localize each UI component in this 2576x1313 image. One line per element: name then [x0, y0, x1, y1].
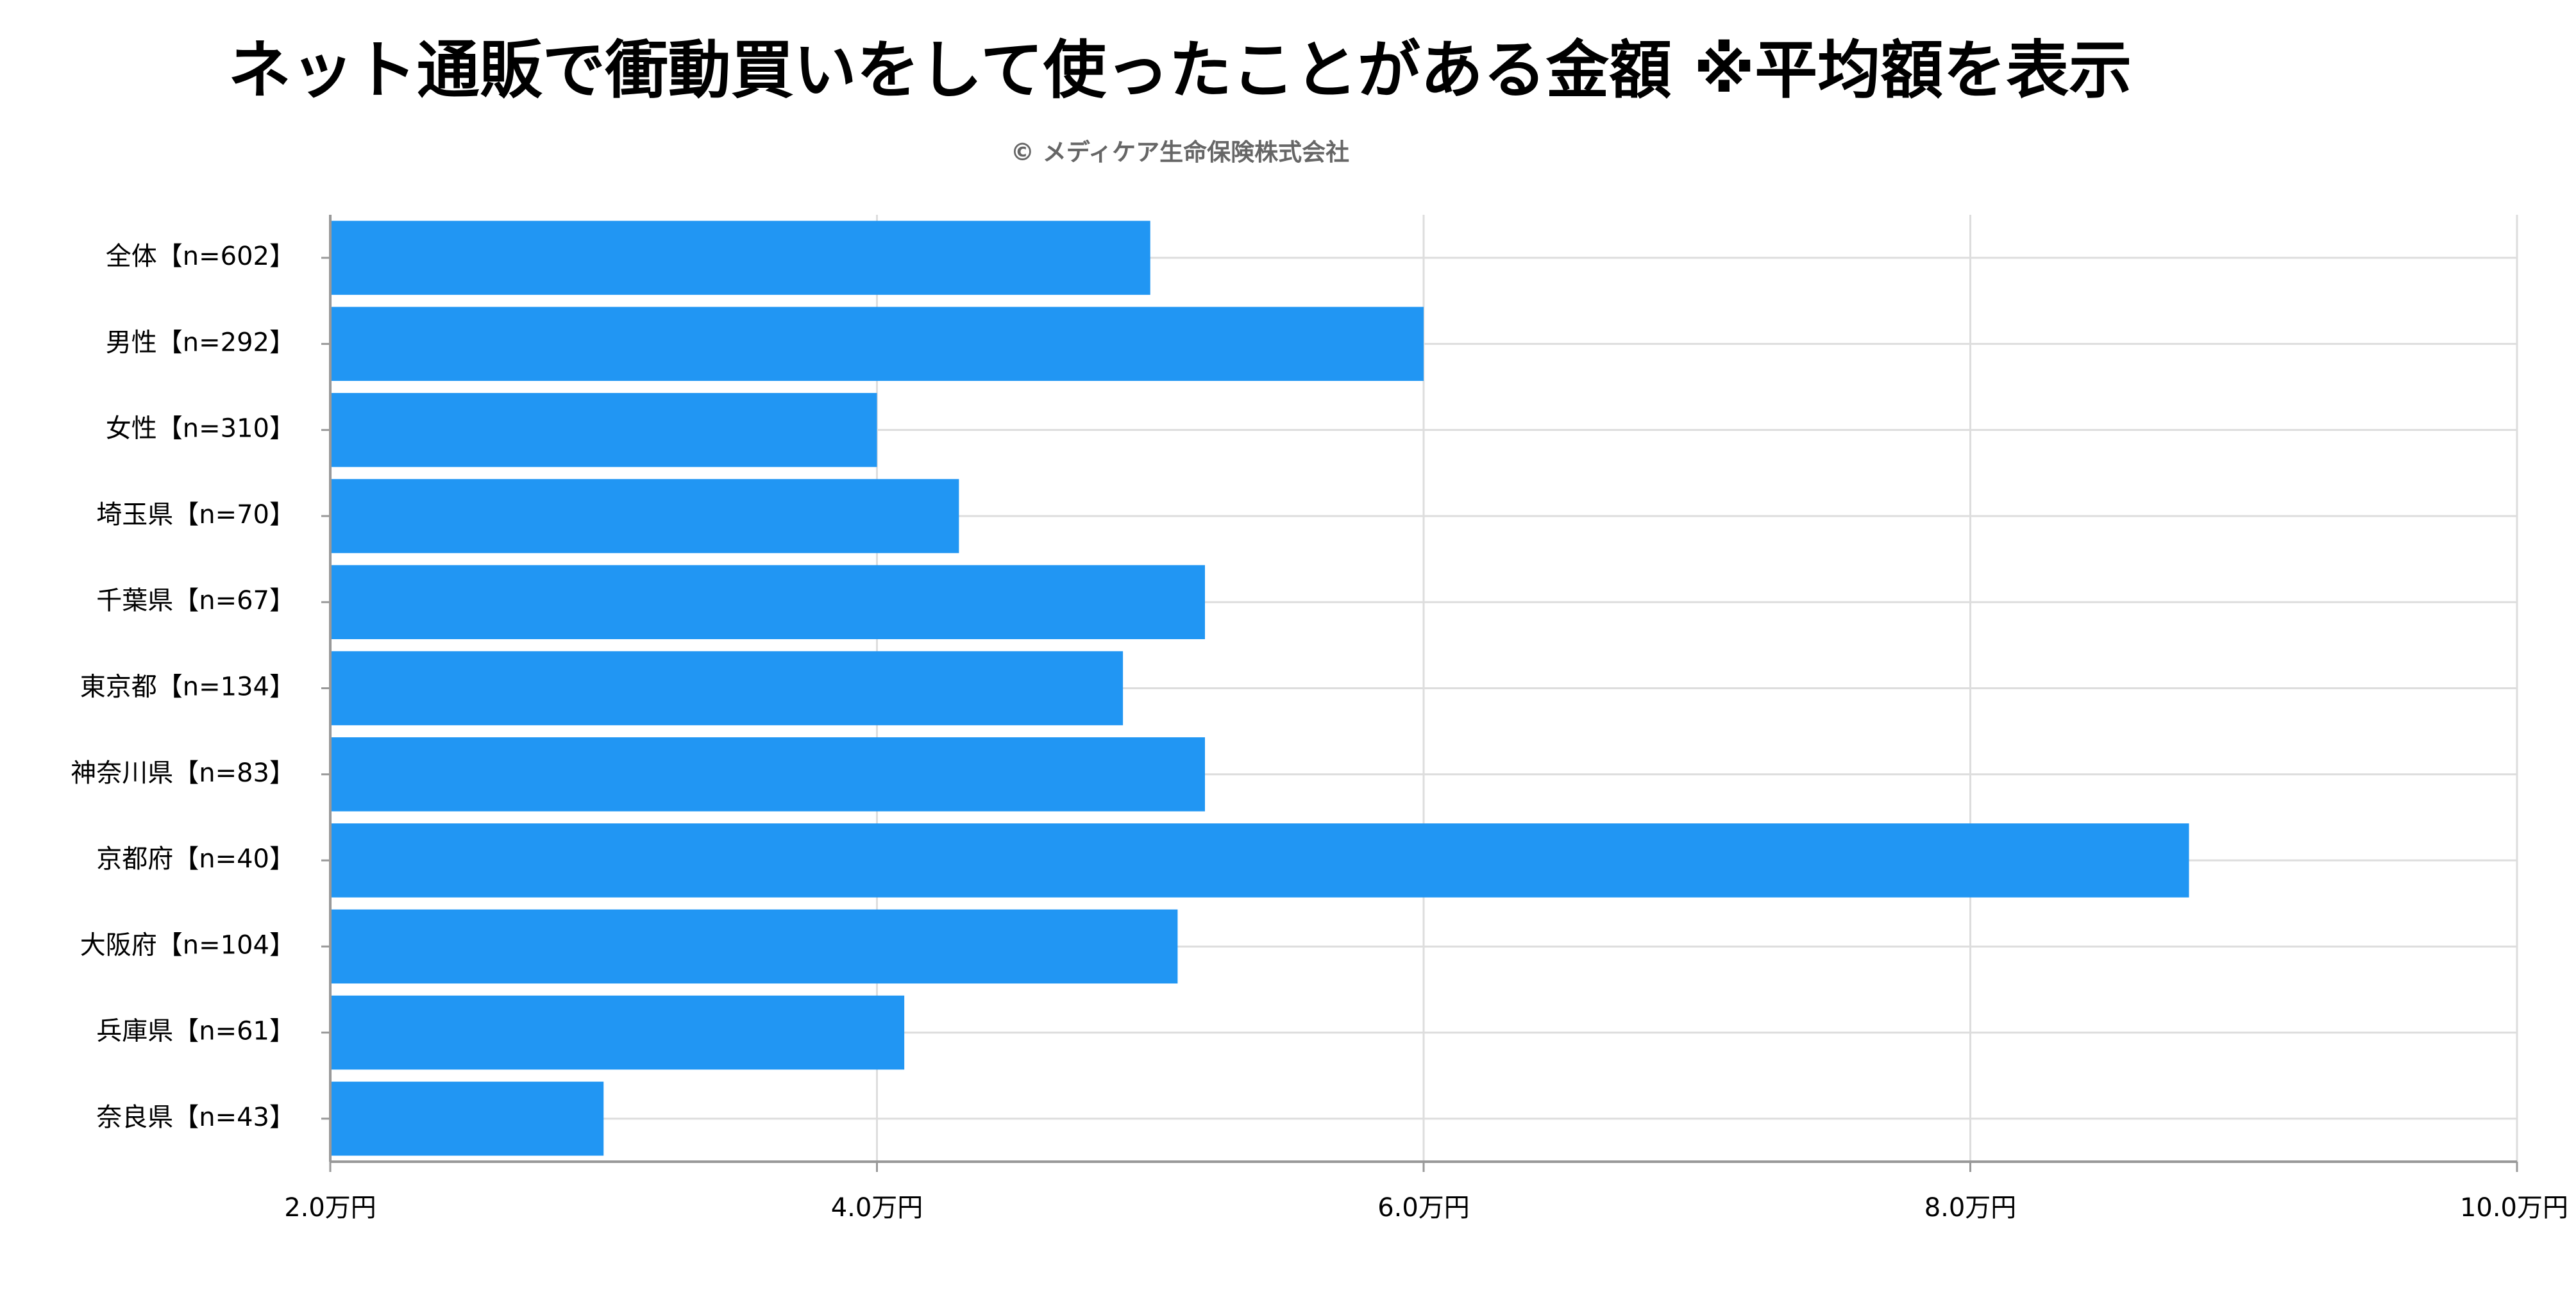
- category-label: 大阪府【n=104】: [80, 930, 295, 960]
- category-label: 神奈川県【n=83】: [71, 758, 295, 788]
- bars: [330, 221, 2189, 1156]
- x-tick-label: 6.0万円: [1377, 1193, 1470, 1223]
- x-tick-label: 10.0万円: [2460, 1193, 2568, 1223]
- x-tick-label: 2.0万円: [284, 1193, 376, 1223]
- category-label: 女性【n=310】: [106, 414, 295, 444]
- x-tick-label: 8.0万円: [1924, 1193, 2017, 1223]
- bar: [330, 909, 1178, 984]
- bar: [330, 651, 1124, 726]
- bar: [330, 1082, 604, 1156]
- axes: [321, 215, 2518, 1172]
- bar: [330, 479, 959, 553]
- x-tick-labels: 2.0万円 4.0万円 6.0万円 8.0万円 10.0万円: [284, 1193, 2568, 1223]
- bar: [330, 392, 877, 467]
- category-label: 全体【n=602】: [106, 242, 295, 271]
- bar: [330, 823, 2189, 898]
- chart-subtitle: © メディケア生命保険株式会社: [1010, 138, 1350, 166]
- category-label: 奈良県【n=43】: [96, 1103, 295, 1132]
- category-label: 千葉県【n=67】: [96, 586, 295, 615]
- bar: [330, 995, 905, 1070]
- category-label: 男性【n=292】: [106, 328, 295, 357]
- bar: [330, 565, 1205, 639]
- bar: [330, 737, 1205, 812]
- category-label: 兵庫県【n=61】: [96, 1017, 295, 1046]
- bar: [330, 306, 1424, 381]
- chart-title: ネット通販で衝動買いをして使ったことがある金額 ※平均額を表示: [228, 34, 2132, 107]
- category-label: 京都府【n=40】: [96, 844, 295, 874]
- x-tick-label: 4.0万円: [831, 1193, 923, 1223]
- category-labels: 全体【n=602】男性【n=292】女性【n=310】埼玉県【n=70】千葉県【…: [71, 242, 295, 1132]
- category-label: 東京都【n=134】: [80, 673, 295, 702]
- category-label: 埼玉県【n=70】: [96, 500, 295, 530]
- bar: [330, 221, 1150, 295]
